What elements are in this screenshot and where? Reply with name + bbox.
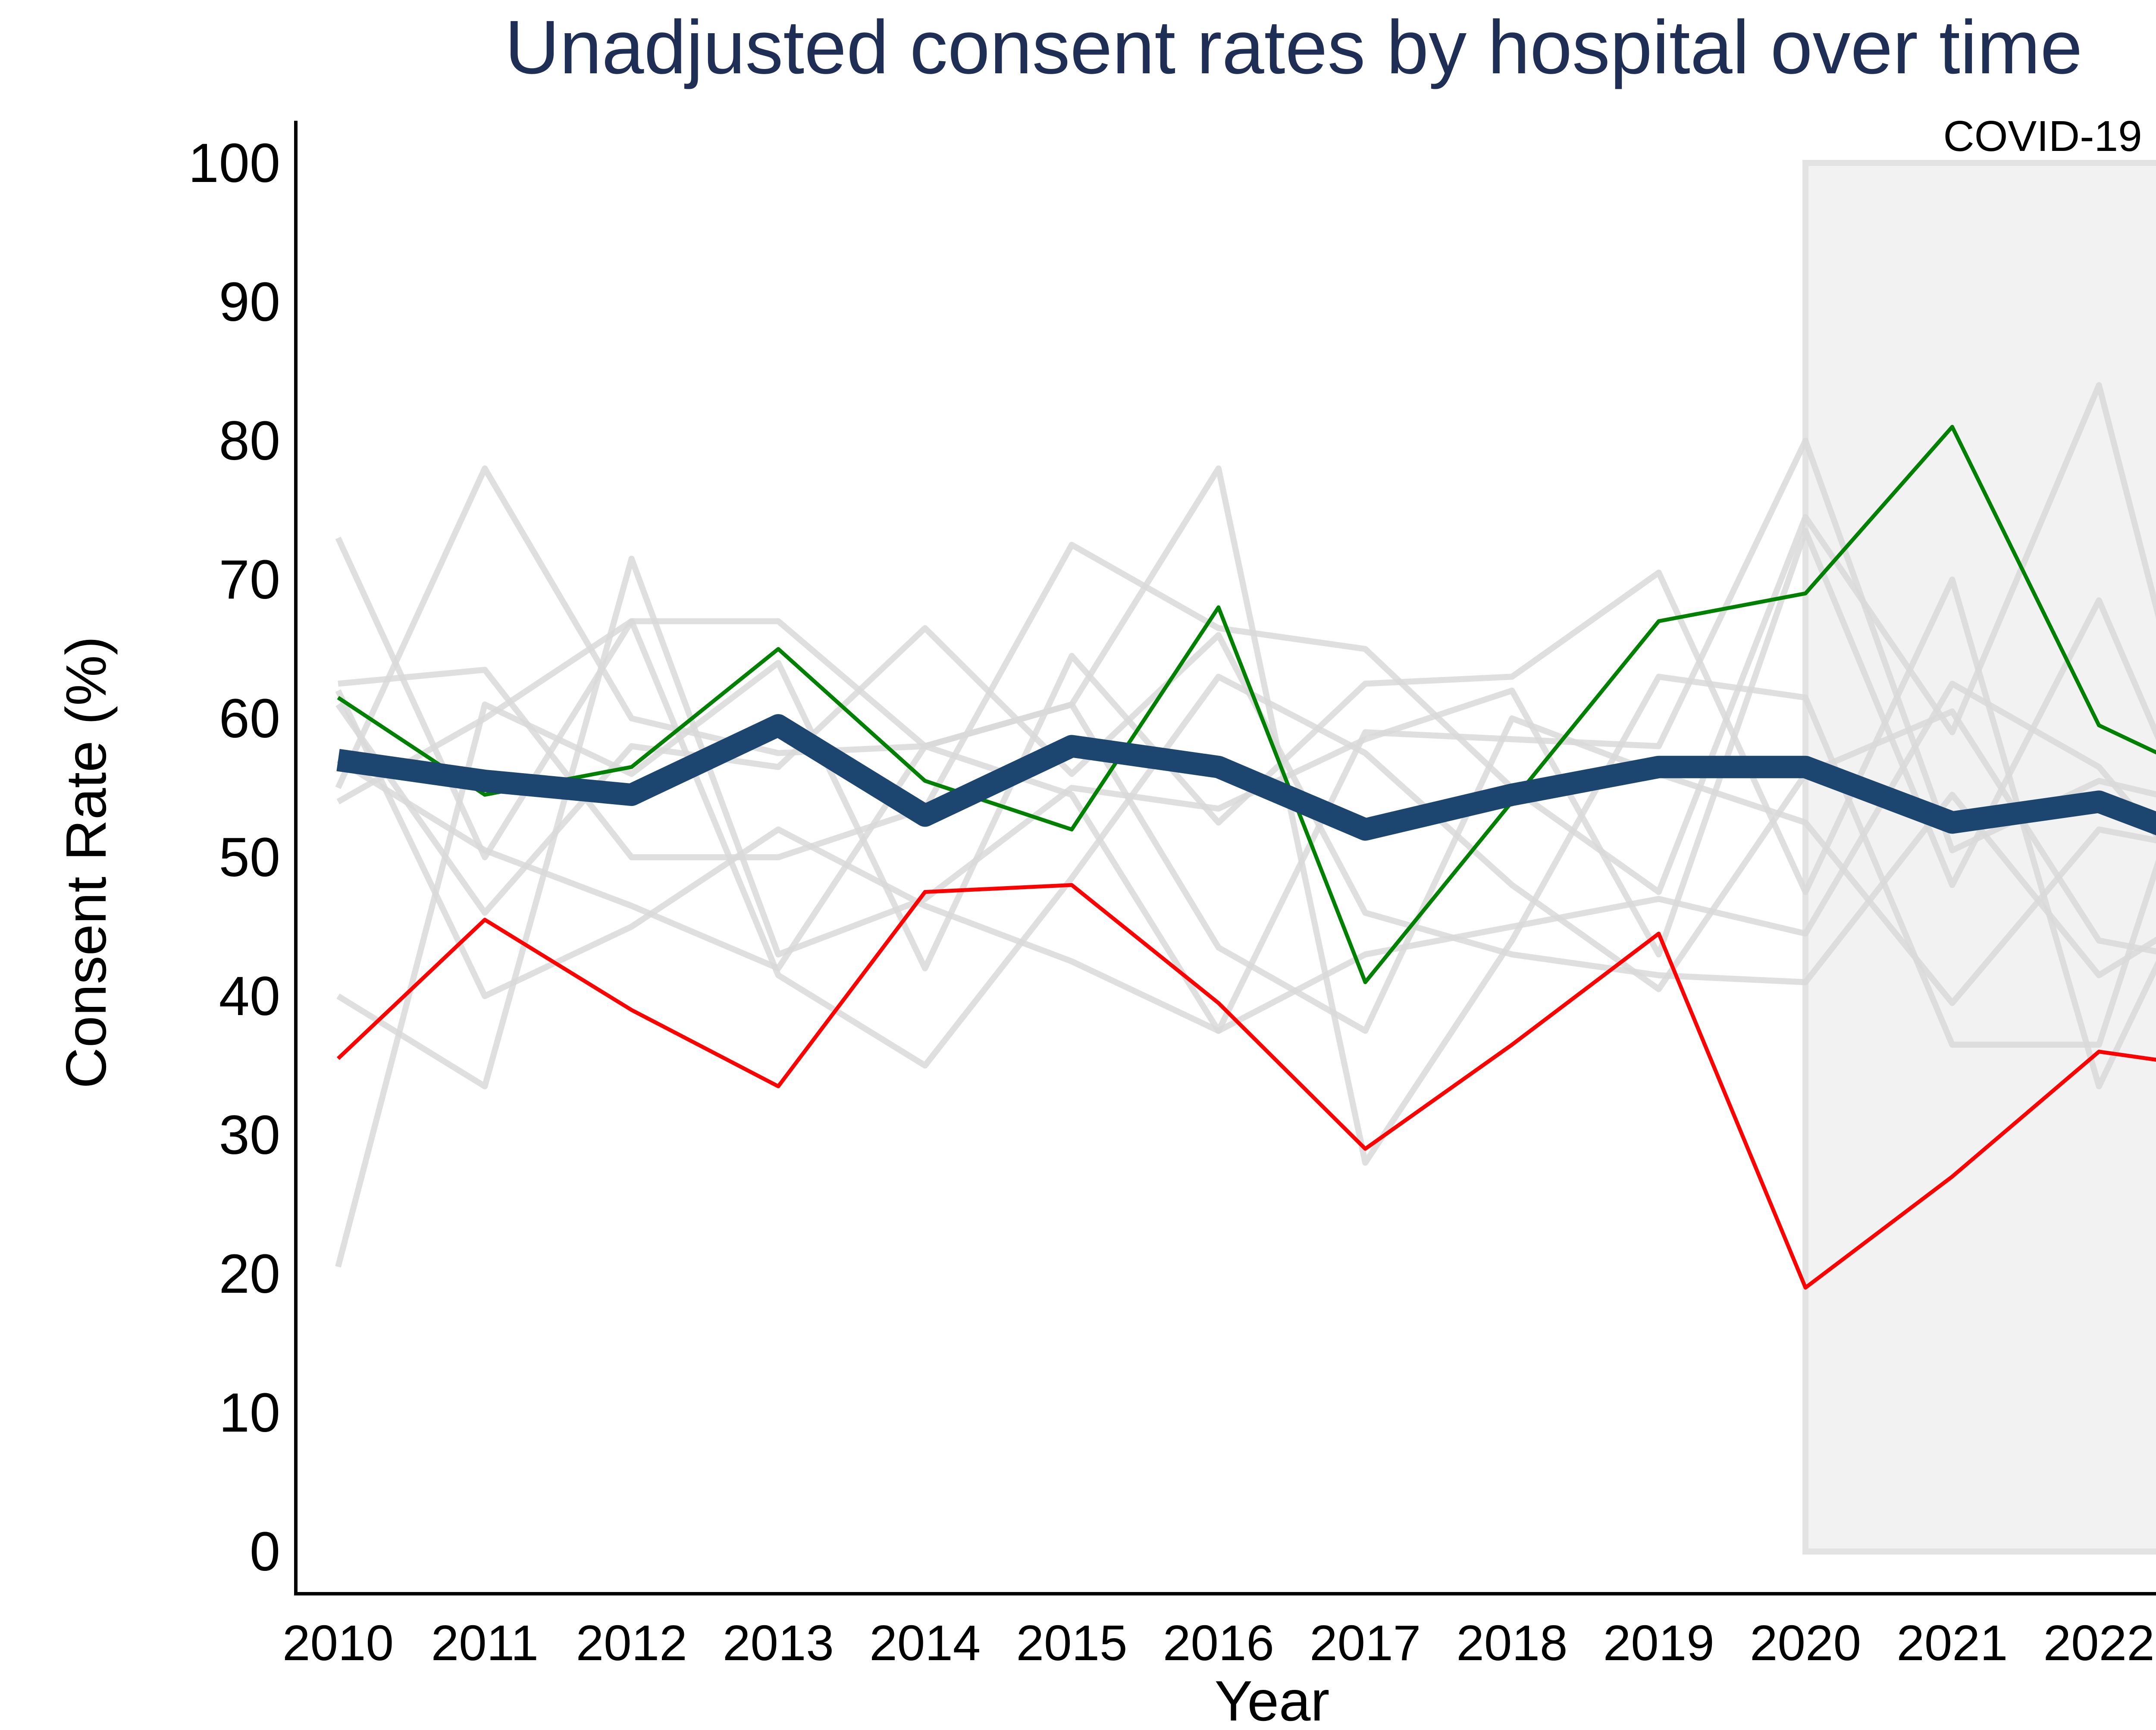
y-tick-labels: 0 10 20 30 40 50 60 70 80 90 100 xyxy=(188,132,280,1583)
x-tick-label: 2019 xyxy=(1603,1615,1714,1671)
y-tick-label: 0 xyxy=(250,1521,280,1583)
x-axis-label: Year xyxy=(1215,1669,1330,1730)
x-tick-label: 2010 xyxy=(282,1615,394,1671)
y-tick-label: 100 xyxy=(188,132,280,194)
chart-title: Unadjusted consent rates by hospital ove… xyxy=(505,5,2083,90)
lowest-consent-line xyxy=(336,883,2156,1290)
x-tick-label: 2018 xyxy=(1456,1615,1567,1671)
highlight-lines xyxy=(336,425,2156,1290)
x-tick-label: 2014 xyxy=(869,1615,981,1671)
x-tick-label: 2016 xyxy=(1163,1615,1274,1671)
y-tick-label: 70 xyxy=(219,549,280,611)
x-tick-label: 2012 xyxy=(576,1615,687,1671)
hospital-line xyxy=(335,569,2156,1268)
x-tick-label: 2017 xyxy=(1310,1615,1421,1671)
covid-period-label: COVID-19 period xyxy=(1943,112,2156,160)
y-tick-label: 50 xyxy=(219,827,280,888)
x-tick-label: 2022 xyxy=(2043,1615,2155,1671)
y-tick-label: 90 xyxy=(219,271,280,333)
y-tick-label: 80 xyxy=(219,410,280,472)
covid-period-region xyxy=(1802,160,2156,1554)
covid-shaded-rect xyxy=(1802,160,2156,1554)
y-tick-label: 40 xyxy=(219,965,280,1027)
y-tick-label: 60 xyxy=(219,688,280,749)
y-tick-label: 20 xyxy=(219,1243,280,1305)
hospital-line xyxy=(335,465,2156,1166)
overall-consent-line xyxy=(336,714,2156,841)
x-tick-label: 2013 xyxy=(723,1615,834,1671)
hospital-lines xyxy=(335,382,2156,1268)
y-tick-label: 10 xyxy=(219,1382,280,1444)
x-tick-label: 2015 xyxy=(1016,1615,1128,1671)
hospital-line xyxy=(338,382,2156,895)
x-tick-labels: 2010 2011 2012 2013 2014 2015 2016 2017 2018 2019… xyxy=(282,1615,2155,1671)
x-tick-label: 2011 xyxy=(431,1615,539,1671)
x-tick-label: 2021 xyxy=(1896,1615,2008,1671)
x-tick-label: 2020 xyxy=(1750,1615,1861,1671)
hospital-line xyxy=(336,618,2156,1069)
hospital-line xyxy=(335,680,2156,1034)
y-tick-label: 30 xyxy=(219,1104,280,1166)
hospital-line xyxy=(336,701,2156,1034)
y-axis-label: Consent Rate (%) xyxy=(54,636,118,1088)
